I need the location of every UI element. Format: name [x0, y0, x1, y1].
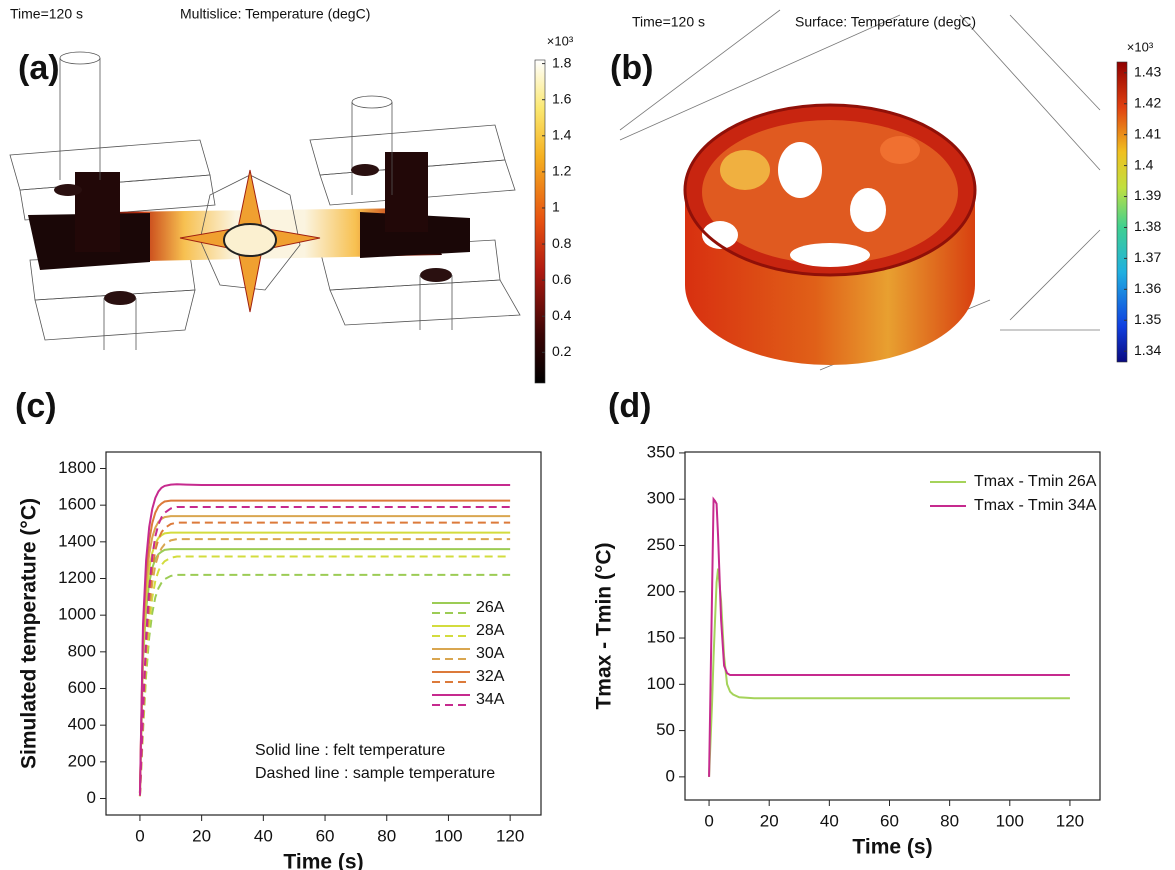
legend-label: Tmax - Tmin 34A: [974, 497, 1097, 514]
series-line: [708, 496, 1070, 777]
y-tick-label: 1400: [58, 531, 96, 550]
y-tick-label: 200: [647, 581, 675, 600]
series-line: [138, 499, 511, 793]
panel-label: (d): [608, 387, 651, 425]
series-dashed-line: [138, 555, 511, 797]
colorbar-tick-label: 1.41: [1134, 125, 1161, 141]
x-tick-label: 40: [820, 811, 839, 830]
colorbar-tick-label: 0.8: [552, 235, 572, 251]
panel-label: (b): [610, 49, 653, 87]
legend-label: 30A: [476, 645, 505, 662]
x-tick-label: 0: [135, 826, 144, 845]
legend-label: Tmax - Tmin 26A: [974, 473, 1097, 490]
y-tick-label: 1800: [58, 458, 96, 477]
legend-label: 32A: [476, 668, 505, 685]
series-dashed-line: [138, 573, 511, 797]
colorbar-tick-label: 0.6: [552, 271, 572, 287]
surface-title: Surface: Temperature (degC): [795, 14, 976, 30]
y-tick-label: 1000: [58, 605, 96, 624]
legend-label: 28A: [476, 622, 505, 639]
series-line: [138, 515, 511, 793]
colorbar: [534, 59, 546, 384]
series-line: [138, 531, 511, 794]
colorbar-tick-label: 1.34: [1134, 342, 1161, 358]
render-a: [9, 51, 521, 350]
colorbar-tick-label: 1.6: [552, 90, 572, 106]
y-tick-label: 1600: [58, 495, 96, 514]
colorbar-tick-label: 1.37: [1134, 249, 1161, 265]
y-tick-label: 600: [68, 678, 96, 697]
colorbar-tick-label: 1.38: [1134, 218, 1161, 234]
x-tick-label: 0: [704, 811, 713, 830]
x-tick-label: 60: [316, 826, 335, 845]
annotation: Dashed line : sample temperature: [255, 765, 495, 782]
x-tick-label: 60: [880, 811, 899, 830]
y-tick-label: 800: [68, 641, 96, 660]
surface-title: Multislice: Temperature (degC): [180, 6, 370, 22]
colorbar: [1116, 61, 1128, 363]
x-axis-label: Time (s): [852, 836, 932, 859]
series-line: [138, 483, 511, 794]
render-b: [619, 9, 1101, 371]
x-tick-label: 20: [192, 826, 211, 845]
colorbar-tick-label: 1.42: [1134, 94, 1161, 110]
x-tick-label: 80: [377, 826, 396, 845]
series-dashed-line: [138, 506, 511, 796]
colorbar-exponent: ×10³: [547, 33, 574, 48]
x-tick-label: 40: [254, 826, 273, 845]
y-tick-label: 400: [68, 715, 96, 734]
panel-label: (c): [15, 387, 57, 425]
y-axis-label: Simulated temperature (°C): [18, 498, 41, 769]
plot-frame: [105, 451, 542, 816]
series-line: [708, 568, 1070, 777]
colorbar-tick-label: 0.2: [552, 343, 572, 359]
x-tick-label: 80: [940, 811, 959, 830]
x-axis-label: Time (s): [283, 851, 363, 870]
colorbar-tick-label: 1.8: [552, 54, 572, 70]
y-tick-label: 0: [87, 788, 96, 807]
colorbar-tick-label: 1.43: [1134, 64, 1161, 80]
y-axis-label: Tmax - Tmin (°C): [593, 542, 616, 709]
y-tick-label: 150: [647, 628, 675, 647]
annotation: Solid line : felt temperature: [255, 742, 445, 759]
y-tick-label: 100: [647, 674, 675, 693]
colorbar-tick-label: 1.39: [1134, 187, 1161, 203]
x-tick-label: 100: [434, 826, 462, 845]
y-tick-label: 350: [647, 442, 675, 461]
x-tick-label: 100: [996, 811, 1024, 830]
x-tick-label: 120: [496, 826, 524, 845]
legend-label: 34A: [476, 691, 505, 708]
x-tick-label: 20: [760, 811, 779, 830]
colorbar-tick-label: 1.4: [1134, 156, 1154, 172]
y-tick-label: 300: [647, 489, 675, 508]
time-label: Time=120 s: [632, 14, 705, 30]
colorbar-tick-label: 1: [552, 199, 560, 215]
y-tick-label: 1200: [58, 568, 96, 587]
plot-frame: [684, 451, 1101, 801]
time-label: Time=120 s: [10, 6, 83, 22]
colorbar-tick-label: 1.35: [1134, 311, 1161, 327]
y-tick-label: 0: [666, 766, 675, 785]
y-tick-label: 200: [68, 751, 96, 770]
colorbar-exponent: ×10³: [1127, 39, 1154, 54]
panel-label: (a): [18, 49, 60, 87]
y-tick-label: 50: [656, 720, 675, 739]
colorbar-tick-label: 1.4: [552, 126, 572, 142]
colorbar-tick-label: 1.2: [552, 163, 572, 179]
colorbar-tick-label: 0.4: [552, 307, 572, 323]
colorbar-tick-label: 1.36: [1134, 280, 1161, 296]
y-tick-label: 250: [647, 535, 675, 554]
legend-label: 26A: [476, 599, 505, 616]
x-tick-label: 120: [1056, 811, 1084, 830]
